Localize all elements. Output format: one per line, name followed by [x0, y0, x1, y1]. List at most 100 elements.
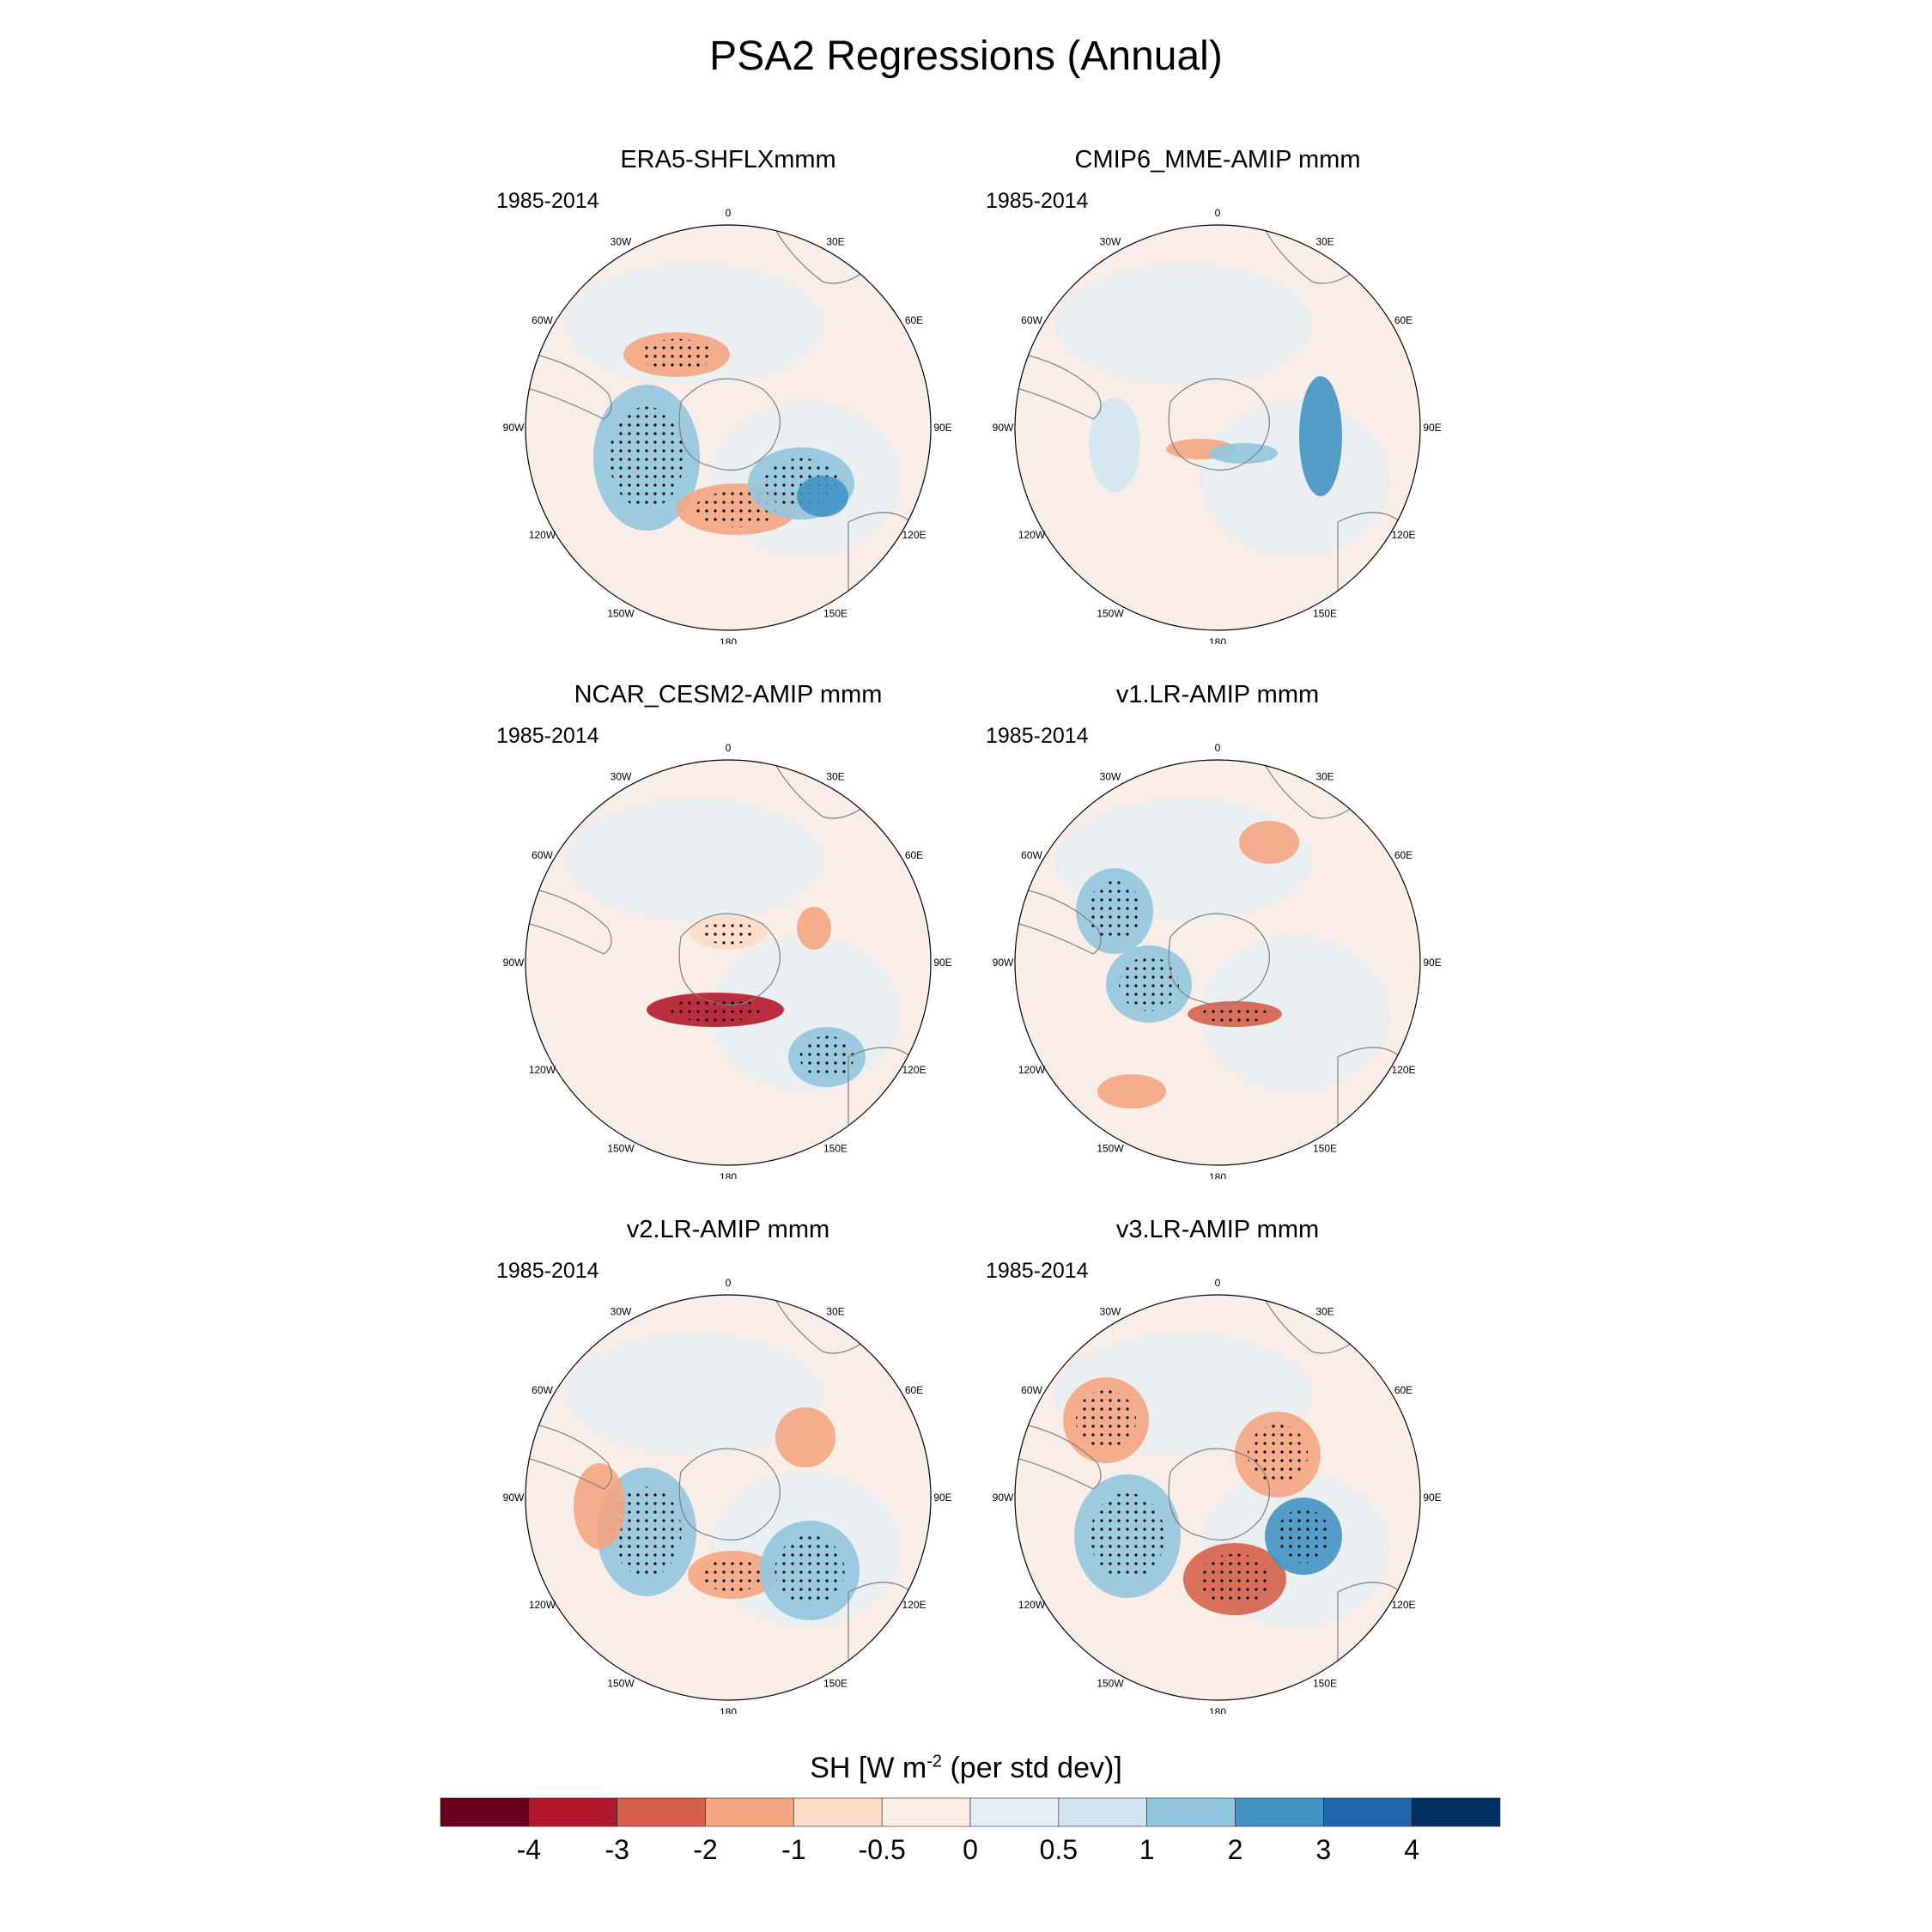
- longitude-label: 150E: [1313, 1678, 1337, 1690]
- longitude-label: 30E: [1315, 1305, 1334, 1317]
- longitude-label: 150E: [823, 608, 848, 620]
- longitude-label: 90E: [1423, 422, 1441, 434]
- map-border: [525, 224, 932, 631]
- polar-map: 0 30E 60E 90E 120E 150E 180 150W 120W 90W 60W 30W: [993, 1277, 1442, 1714]
- south-america-coastline: [1015, 884, 1102, 955]
- longitude-label: 30E: [826, 1305, 844, 1317]
- map-panel-v2: v2.LR-AMIP mmm 1985-2014 0 30E 60E 90E 120E 1…: [496, 1216, 960, 1714]
- longitude-label: 120W: [1018, 1064, 1046, 1076]
- longitude-label: 60W: [1021, 314, 1042, 326]
- field-layer: [1015, 225, 1416, 615]
- field-layer: [1015, 1295, 1416, 1685]
- longitude-label: 30E: [826, 770, 844, 782]
- antarctica-coastline: [678, 378, 781, 471]
- longitude-label: 90W: [993, 1492, 1014, 1504]
- stippling: [1201, 1005, 1268, 1024]
- longitude-label: 180: [720, 1171, 737, 1179]
- shaded-region: [565, 799, 823, 920]
- panel-title: CMIP6_MME-AMIP mmm: [1074, 146, 1361, 173]
- longitude-label: 180: [720, 636, 737, 644]
- shaded-region: [1200, 937, 1389, 1091]
- longitude-label: 120E: [1391, 529, 1415, 541]
- longitude-label: 150E: [1313, 1143, 1337, 1155]
- colorbar-tick-label: 3: [1315, 1834, 1331, 1865]
- stippling: [639, 338, 714, 371]
- colorbar-tick-label: -1: [781, 1834, 805, 1865]
- stippling: [1248, 1425, 1308, 1485]
- shaded-region: [1089, 398, 1140, 492]
- south-america-coastline: [1015, 1419, 1102, 1490]
- panel-title: NCAR_CESM2-AMIP mmm: [574, 681, 883, 708]
- longitude-label: 30E: [1315, 235, 1334, 247]
- colorbar-swatch: [617, 1797, 706, 1827]
- antarctica-coastline: [1168, 1448, 1270, 1541]
- panel-title: v3.LR-AMIP mmm: [1115, 1216, 1320, 1243]
- stippling: [1199, 1553, 1271, 1605]
- shaded-region: [574, 1463, 625, 1549]
- longitude-label: 30E: [826, 235, 844, 247]
- longitude-label: 120W: [529, 529, 556, 541]
- longitude-label: 150W: [607, 1678, 635, 1690]
- colorbar-tick-label: -3: [605, 1834, 629, 1865]
- map-border: [1014, 1294, 1421, 1701]
- longitude-label: 90W: [503, 422, 525, 434]
- antarctica-coastline: [1168, 378, 1270, 471]
- polar-map: 0 30E 60E 90E 120E 150E 180 150W 120W 90W 60W 30W: [503, 207, 952, 644]
- longitude-label: 60E: [1394, 849, 1413, 861]
- colorbar-tick-label: 0.5: [1040, 1834, 1078, 1865]
- south-america-coastline: [526, 1419, 612, 1490]
- colorbar-swatch: [881, 1797, 971, 1827]
- longitude-label: 30W: [611, 770, 632, 782]
- longitude-label: 90W: [993, 957, 1014, 969]
- colorbar-swatch: [793, 1797, 883, 1827]
- stippling: [611, 1486, 682, 1577]
- colorbar-swatch: [1146, 1797, 1236, 1827]
- longitude-label: 0: [726, 1277, 732, 1289]
- longitude-label: 60W: [532, 1384, 553, 1396]
- map-panel-era5: ERA5-SHFLXmmm 1985-2014 0 30E 60E 90E 120E 15…: [496, 146, 960, 644]
- longitude-label: 90W: [503, 957, 525, 969]
- shaded-region: [797, 476, 848, 517]
- longitude-label: 30W: [1100, 235, 1121, 247]
- panel-period: 1985-2014: [986, 724, 1089, 748]
- longitude-label: 180: [1209, 1706, 1226, 1714]
- panel-title: v2.LR-AMIP mmm: [626, 1216, 830, 1243]
- antarctica-coastline: [678, 1448, 781, 1541]
- colorbar-tick-label: -2: [693, 1834, 717, 1865]
- longitude-label: 60E: [905, 849, 923, 861]
- colorbar-tick-label: 0: [963, 1834, 978, 1865]
- stippling: [701, 920, 756, 945]
- polar-map: 0 30E 60E 90E 120E 150E 180 150W 120W 90W 60W 30W: [993, 742, 1442, 1179]
- longitude-label: 150E: [823, 1678, 848, 1690]
- longitude-label: 180: [1209, 636, 1226, 644]
- map-border: [525, 759, 932, 1166]
- longitude-label: 150W: [607, 1143, 635, 1155]
- longitude-label: 0: [726, 207, 732, 219]
- colorbar-swatch: [705, 1797, 794, 1827]
- south-america-coastline: [1015, 349, 1102, 420]
- longitude-label: 60W: [1021, 849, 1042, 861]
- stippling: [775, 1535, 845, 1606]
- longitude-label: 150E: [1313, 608, 1337, 620]
- shaded-region: [1299, 376, 1342, 496]
- map-panel-cmip6: CMIP6_MME-AMIP mmm 1985-2014 0 30E 60E 90E 1…: [986, 146, 1449, 644]
- longitude-label: 90E: [1423, 957, 1441, 969]
- panel-title: ERA5-SHFLXmmm: [620, 146, 836, 173]
- map-border: [525, 1294, 932, 1701]
- panel-period: 1985-2014: [496, 189, 599, 213]
- longitude-label: 60W: [532, 849, 553, 861]
- colorbar-tick-label: 4: [1404, 1834, 1419, 1865]
- colorbar-swatch: [528, 1797, 617, 1827]
- longitude-label: 120W: [1018, 1599, 1046, 1611]
- longitude-label: 90W: [993, 422, 1014, 434]
- colorbar-tick-label: 1: [1139, 1834, 1155, 1865]
- stippling: [1276, 1509, 1331, 1564]
- antarctica-coastline: [678, 913, 781, 1006]
- colorbar-swatch: [440, 1797, 530, 1827]
- longitude-label: 180: [1209, 1171, 1226, 1179]
- longitude-label: 150W: [1097, 1143, 1124, 1155]
- longitude-label: 120E: [902, 1064, 926, 1076]
- shaded-region: [1097, 1074, 1166, 1109]
- longitude-label: 180: [720, 1706, 737, 1714]
